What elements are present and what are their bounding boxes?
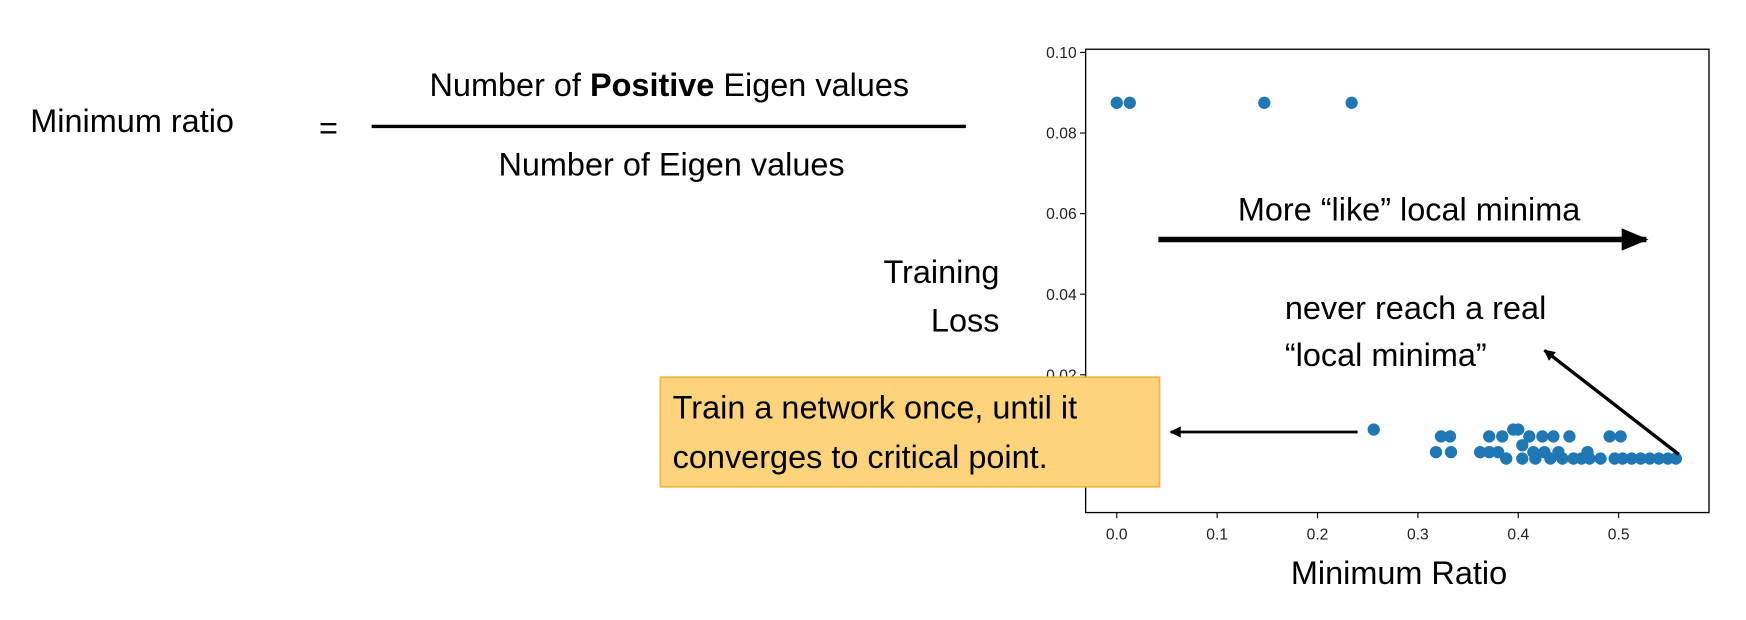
annotation: “local minima” xyxy=(1285,337,1487,373)
numerator-part: Number of xyxy=(430,67,590,103)
annotation: never reach a real xyxy=(1285,290,1546,326)
x-tick-label: 0.3 xyxy=(1407,526,1429,543)
point xyxy=(1258,96,1271,109)
y-tick-label: 0.08 xyxy=(1046,126,1077,143)
point xyxy=(1110,96,1123,109)
x-tick-label: 0.2 xyxy=(1307,526,1329,543)
x-label: Minimum Ratio xyxy=(1291,555,1507,591)
point xyxy=(1516,439,1529,452)
formula-left: Minimum ratio xyxy=(30,103,234,139)
point xyxy=(1444,445,1458,459)
point xyxy=(1625,452,1638,465)
point xyxy=(1652,452,1665,465)
point xyxy=(1473,445,1487,459)
y-tick-label: 0.10 xyxy=(1046,45,1077,62)
y-tick-label: 0.04 xyxy=(1046,287,1077,304)
denominator: Number of Eigen values xyxy=(498,147,844,183)
point xyxy=(1556,452,1569,465)
y-tick-label: 0.06 xyxy=(1046,206,1077,223)
numerator-part: Eigen values xyxy=(714,67,909,103)
point xyxy=(1634,452,1647,465)
point xyxy=(1529,452,1542,465)
point xyxy=(1500,452,1513,465)
callout-text: Train a network once, until it xyxy=(673,390,1077,426)
point xyxy=(1523,430,1536,443)
callout-box xyxy=(659,376,1161,488)
point xyxy=(1516,452,1529,465)
annotation: More “like” local minima xyxy=(1238,191,1581,227)
point xyxy=(1345,96,1358,109)
point xyxy=(1429,445,1443,459)
plot: 0.00.10.20.30.40.50.000.020.040.060.080.… xyxy=(1046,45,1710,543)
plot-frame xyxy=(1084,48,1710,514)
point xyxy=(1434,430,1448,443)
callout-text: converges to critical point. xyxy=(673,439,1048,475)
point xyxy=(1563,430,1576,443)
point xyxy=(1512,423,1525,436)
point xyxy=(1443,430,1457,443)
point xyxy=(1603,430,1616,443)
point xyxy=(1547,430,1560,443)
point xyxy=(1536,430,1549,443)
point xyxy=(1483,445,1496,459)
point xyxy=(1614,430,1627,443)
x-tick-label: 0.0 xyxy=(1106,526,1128,543)
point xyxy=(1594,452,1607,465)
arrow xyxy=(1543,348,1680,456)
point xyxy=(1367,423,1380,436)
point xyxy=(1643,452,1656,465)
point xyxy=(1123,96,1136,109)
point xyxy=(1496,430,1509,443)
point xyxy=(1583,452,1596,465)
formula-equals: = xyxy=(319,110,338,146)
numerator-bold: Positive xyxy=(590,67,714,103)
x-tick-label: 0.4 xyxy=(1507,526,1529,543)
point xyxy=(1483,430,1496,443)
x-tick-label: 0.5 xyxy=(1608,526,1630,543)
y-label: Loss xyxy=(931,302,1000,338)
numerator: Number of Positive Eigen values xyxy=(430,67,910,103)
point xyxy=(1616,452,1629,465)
point xyxy=(1669,452,1683,465)
x-tick-label: 0.1 xyxy=(1206,526,1228,543)
y-label: Training xyxy=(883,254,999,290)
